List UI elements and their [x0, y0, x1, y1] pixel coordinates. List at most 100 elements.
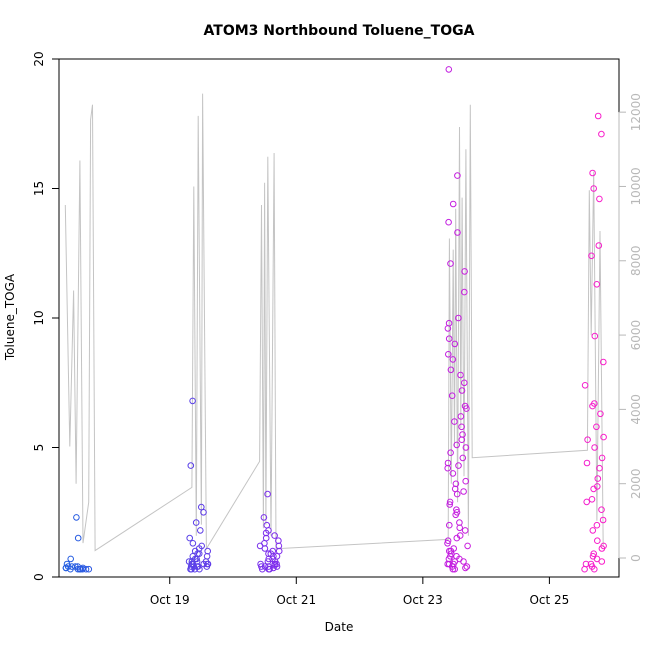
data-point	[256, 542, 264, 550]
data-point	[589, 527, 597, 534]
data-point	[460, 488, 467, 495]
data-point	[454, 172, 461, 179]
secondary-y-tick-label: 12000	[629, 93, 643, 131]
data-point	[461, 527, 469, 534]
data-point	[444, 537, 452, 545]
data-point	[445, 335, 453, 343]
data-point	[593, 521, 601, 529]
data-point	[595, 242, 603, 249]
data-point	[587, 560, 595, 568]
data-point	[600, 358, 607, 366]
data-point	[459, 454, 467, 462]
data-point	[444, 464, 452, 472]
data-point	[449, 356, 457, 363]
data-point	[600, 542, 607, 550]
data-point	[260, 514, 268, 521]
axes: 0 5 10 15 20 Oct 19 Oct 21 Oct 23 Oct 25 0 2000 400…	[32, 51, 643, 607]
data-point	[589, 553, 597, 560]
data-point	[64, 563, 72, 570]
data-point	[596, 464, 603, 472]
data-point	[596, 195, 603, 203]
data-point	[451, 418, 458, 425]
data-point	[189, 560, 197, 568]
data-point	[591, 332, 599, 340]
data-point	[262, 529, 270, 537]
data-point	[464, 542, 471, 550]
secondary-y-tick-label: 2000	[629, 468, 643, 499]
data-point	[462, 444, 470, 451]
data-point	[459, 431, 466, 438]
data-point	[202, 558, 210, 565]
data-point	[455, 314, 462, 322]
data-point	[599, 516, 607, 524]
chart-title: ATOM3 Northbound Toluene_TOGA	[204, 23, 475, 39]
data-point	[583, 498, 591, 506]
data-point	[444, 540, 451, 547]
data-point	[455, 462, 462, 469]
data-point	[462, 564, 469, 572]
data-point	[271, 532, 278, 539]
data-point	[591, 444, 598, 451]
y-axis-label: Toluene_TOGA	[3, 273, 17, 361]
data-point	[449, 470, 457, 477]
data-point	[74, 534, 82, 542]
data-point	[197, 527, 204, 534]
x-tick-label: Oct 23	[403, 593, 443, 607]
data-point	[451, 485, 459, 493]
data-point	[593, 281, 601, 288]
plot-frame	[58, 58, 620, 578]
data-point	[594, 537, 601, 545]
data-point	[189, 540, 197, 547]
data-point	[594, 483, 601, 490]
data-point	[461, 379, 468, 387]
data-point	[588, 496, 596, 503]
data-point	[67, 555, 74, 563]
data-point	[588, 252, 595, 260]
data-point	[453, 553, 460, 560]
data-point	[446, 498, 454, 506]
data-point	[583, 459, 591, 467]
data-point	[73, 514, 80, 521]
x-tick-label: Oct 21	[276, 593, 316, 607]
data-point	[449, 200, 457, 208]
data-point	[581, 382, 589, 389]
data-point	[593, 423, 600, 431]
data-point	[461, 268, 468, 275]
data-point	[271, 562, 278, 569]
data-point	[82, 565, 90, 573]
data-points-layer	[62, 66, 607, 573]
secondary-y-tick-label: 6000	[629, 320, 643, 351]
data-point	[263, 521, 271, 529]
data-point	[446, 501, 454, 508]
data-point	[454, 229, 461, 236]
data-point	[594, 112, 602, 120]
secondary-y-tick-label: 0	[629, 554, 643, 562]
data-point	[598, 130, 605, 138]
data-point	[264, 490, 271, 498]
y-tick-label: 0	[32, 573, 46, 581]
data-point	[187, 462, 195, 469]
data-point	[186, 534, 193, 542]
y-tick-label: 15	[32, 181, 46, 196]
data-point	[593, 555, 601, 563]
data-point	[446, 521, 453, 529]
data-point	[445, 66, 453, 73]
data-point	[445, 218, 452, 226]
data-point	[598, 454, 606, 462]
data-point	[447, 449, 454, 457]
data-point	[597, 410, 604, 418]
plot-area	[58, 58, 620, 578]
data-point	[194, 550, 201, 558]
data-point	[447, 366, 455, 374]
secondary-trace-layer	[64, 93, 604, 552]
data-point	[460, 558, 467, 565]
data-point	[456, 532, 464, 539]
data-point	[265, 550, 272, 558]
data-point	[204, 547, 211, 555]
data-point	[458, 387, 466, 394]
data-point	[590, 185, 598, 192]
data-point	[445, 555, 453, 563]
data-point	[448, 392, 456, 400]
data-point	[581, 565, 588, 573]
data-point	[462, 477, 470, 485]
